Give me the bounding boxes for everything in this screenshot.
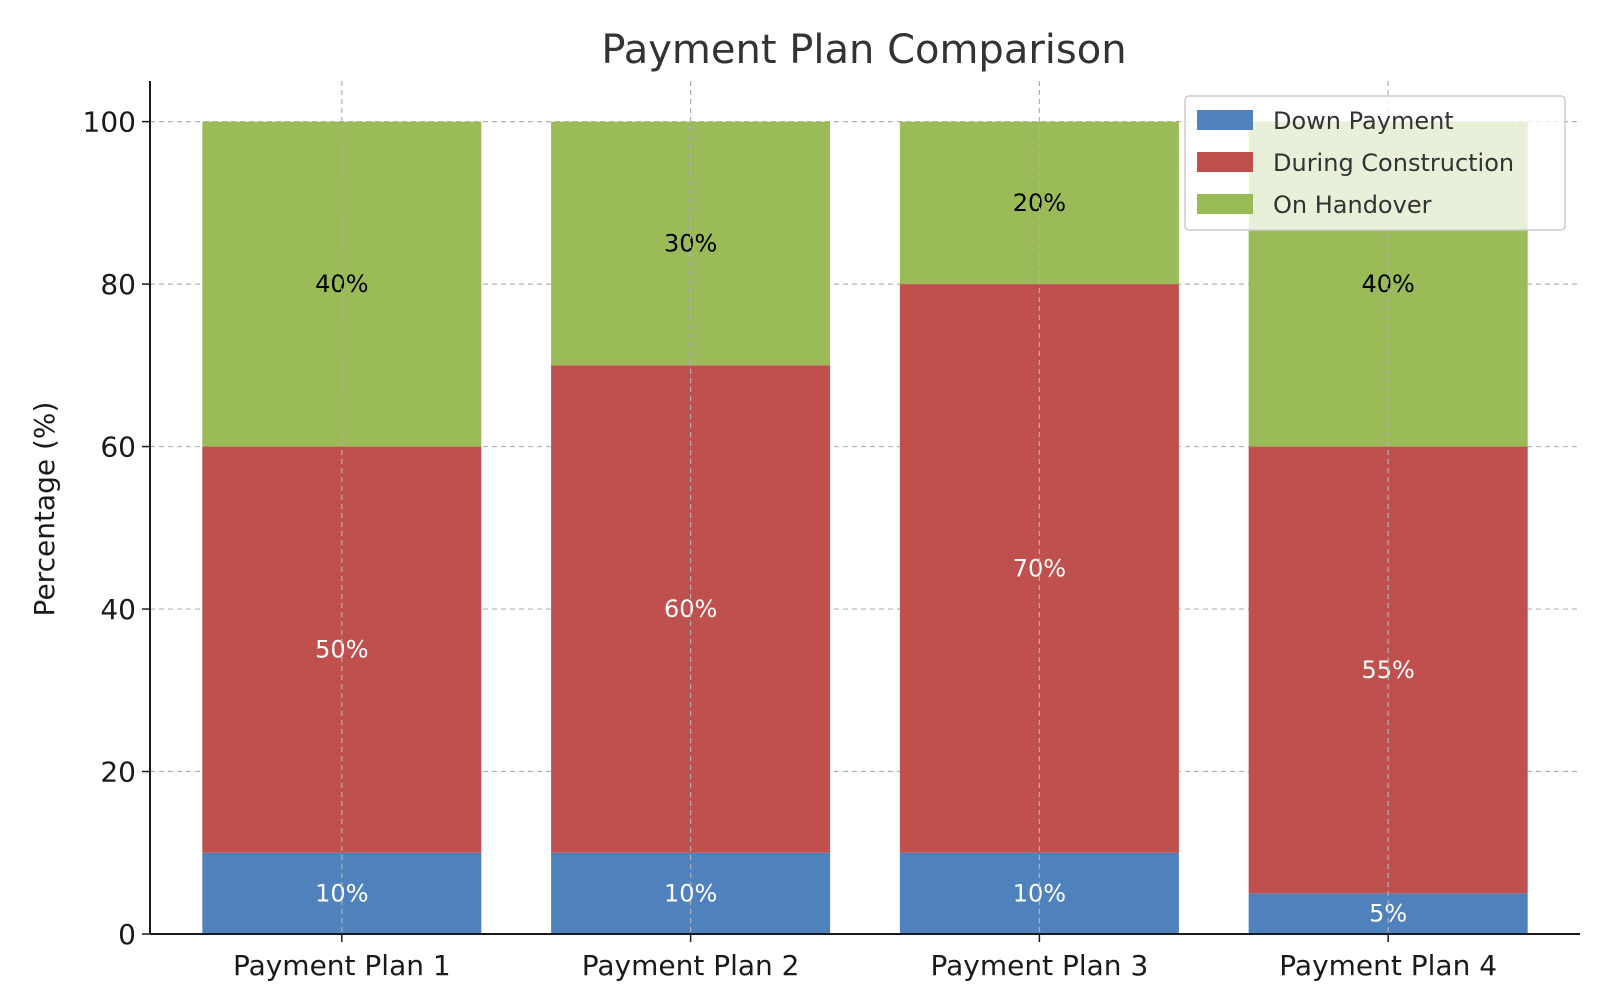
y-tick-label-2: 40 — [100, 593, 136, 626]
bar-2-plan-2 — [551, 365, 831, 853]
legend-box — [1184, 95, 1566, 231]
bar-labels-layer: 10%50%40%10%60%30%10%70%20%5%55%40% — [315, 81, 1415, 934]
legend-label-2: During Construction — [1273, 149, 1514, 177]
y-axis-title: Percentage (%) — [28, 402, 61, 617]
x-tick-label-1: Payment Plan 1 — [233, 949, 451, 982]
y-tick-label-0: 0 — [118, 918, 136, 951]
axes-layer — [142, 81, 1580, 942]
legend: Down Payment During Construction On Handov… — [1184, 95, 1566, 231]
legend-swatch-1 — [1197, 110, 1253, 130]
tick-labels-layer: 0 20 40 60 80 100 Payment Plan 1 Payment Plan 2… — [83, 106, 1498, 982]
y-tick-label-1: 20 — [100, 756, 136, 789]
bars-layer — [202, 121, 1528, 934]
x-tick-label-3: Payment Plan 3 — [931, 949, 1149, 982]
legend-swatch-3 — [1197, 194, 1253, 214]
y-tick-label-3: 60 — [100, 431, 136, 464]
chart-title: Payment Plan Comparison — [601, 27, 1126, 73]
legend-label-3: On Handover — [1273, 191, 1432, 219]
y-tick-label-4: 80 — [100, 268, 136, 301]
legend-label-1: Down Payment — [1273, 107, 1454, 135]
x-tick-label-4: Payment Plan 4 — [1279, 949, 1497, 982]
x-tick-label-2: Payment Plan 2 — [582, 949, 800, 982]
data-label-2-plan-2: 60% — [664, 595, 717, 623]
legend-swatch-2 — [1197, 152, 1253, 172]
y-tick-label-5: 100 — [83, 106, 136, 139]
